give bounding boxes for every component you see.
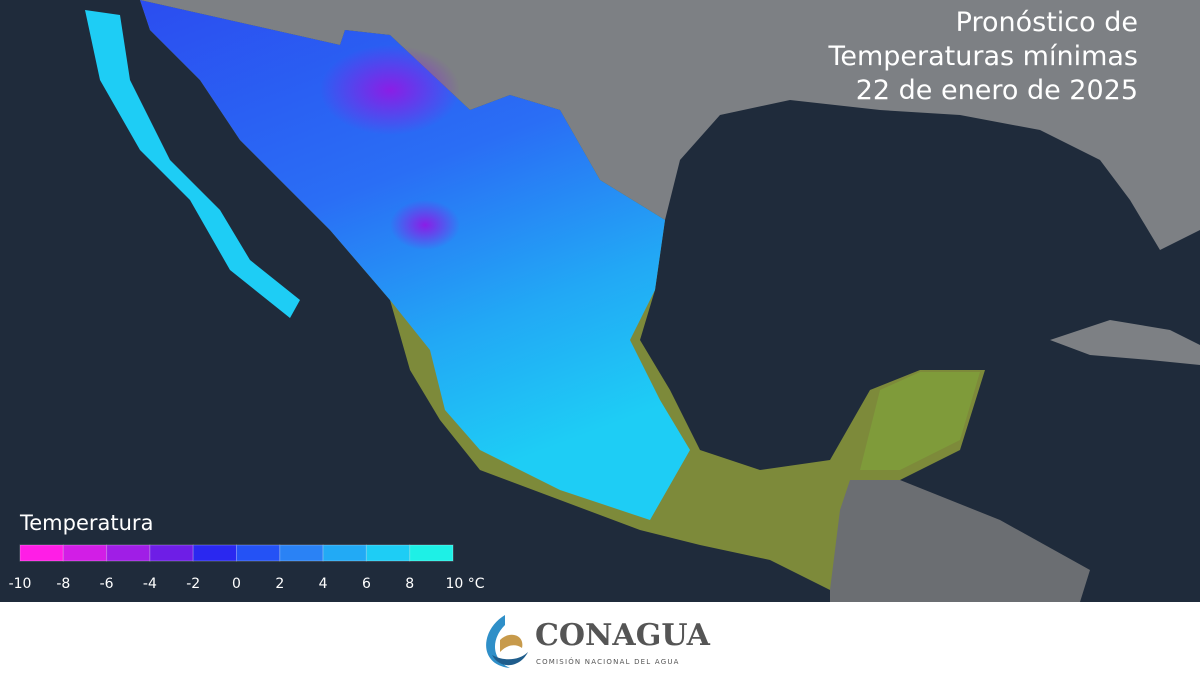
cold-area xyxy=(320,45,460,135)
title-line: Temperaturas mínimas xyxy=(827,41,1138,72)
usa-land xyxy=(140,0,1200,250)
legend-swatch xyxy=(192,544,237,562)
legend-swatch xyxy=(279,544,324,562)
legend-swatch xyxy=(236,544,281,562)
legend-swatch xyxy=(149,544,194,562)
legend-tick-label: 2 xyxy=(275,576,284,592)
logo-icon xyxy=(486,615,528,668)
legend-tick-label: 0 xyxy=(232,576,241,592)
temperature-field xyxy=(140,0,690,520)
logo-subtitle: COMISIÓN NACIONAL DEL AGUA xyxy=(536,657,680,666)
legend-tick-label: 6 xyxy=(362,576,371,592)
logo-name: CONAGUA xyxy=(535,618,711,653)
legend-title: Temperatura xyxy=(19,511,153,535)
title-line: Pronóstico de xyxy=(956,7,1138,38)
baja-peninsula xyxy=(85,10,300,318)
central-america-land xyxy=(830,480,1090,602)
legend-tick-label: 4 xyxy=(319,576,328,592)
legend-swatch xyxy=(365,544,411,562)
legend-swatch xyxy=(409,544,454,562)
yucatan xyxy=(860,372,980,470)
cold-area xyxy=(390,200,460,250)
legend-tick-label: -6 xyxy=(100,576,114,592)
legend-swatch xyxy=(19,544,64,562)
footer xyxy=(0,602,1200,675)
legend-swatch xyxy=(322,544,367,562)
legend-tick-label: -8 xyxy=(56,576,70,592)
title-line: 22 de enero de 2025 xyxy=(856,75,1138,106)
legend-tick-label: -10 xyxy=(9,576,32,592)
legend-tick-label: 8 xyxy=(405,576,414,592)
legend-tick-label: -2 xyxy=(186,576,200,592)
legend-tick-label: -4 xyxy=(143,576,157,592)
legend-tick-label: 10 °C xyxy=(445,576,484,592)
legend-swatch xyxy=(62,544,108,562)
cuba-land xyxy=(1050,320,1200,365)
legend-swatch xyxy=(106,544,151,562)
